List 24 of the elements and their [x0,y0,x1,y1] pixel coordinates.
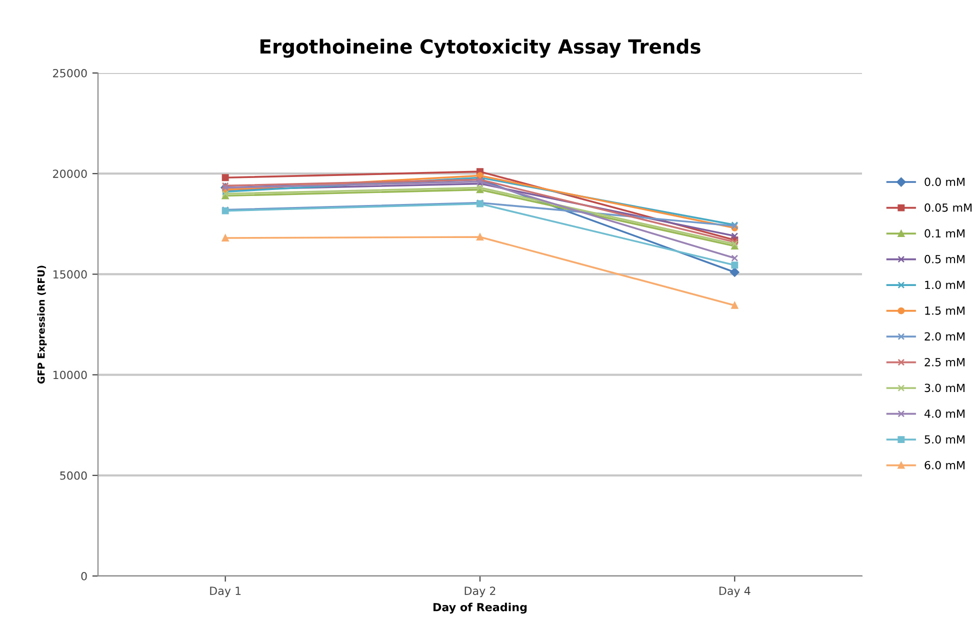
legend-label: 5.0 mM [924,435,964,444]
legend-label: 4.0 mM [924,409,964,418]
y-tick-label: 25000 [53,68,87,78]
legend-label: 0.05 mM [924,203,972,212]
y-axis-title: GFP Expression (RFU) [37,266,47,384]
y-tick-label: 20000 [53,170,87,178]
y-tick-label: 5000 [60,471,87,480]
legend-label: 3.0 mM [924,384,964,392]
x-tick-label: Day 4 [719,586,750,598]
legend-label: 1.5 mM [925,306,964,315]
x-tick-label: Day 1 [210,586,241,598]
legend-label: 2.0 mM [924,332,964,341]
legend-label: 6.0 mM [924,460,964,470]
y-tick-label: 0 [81,572,87,580]
y-tick-label: 15000 [53,270,87,279]
x-axis-title: Day of Reading [434,602,527,614]
legend-label: 1.0 mM [925,280,964,290]
x-tick-label: Day 2 [464,586,496,598]
legend-label: 0.1 mM [924,229,964,238]
legend-label: 0.0 mM [924,178,964,186]
y-tick-label: 10000 [53,370,87,380]
legend-label: 0.5 mM [924,254,964,264]
chart-title: Ergothoineine Cytotoxicity Assay Trends [260,38,700,58]
legend-label: 2.5 mM [924,358,964,366]
